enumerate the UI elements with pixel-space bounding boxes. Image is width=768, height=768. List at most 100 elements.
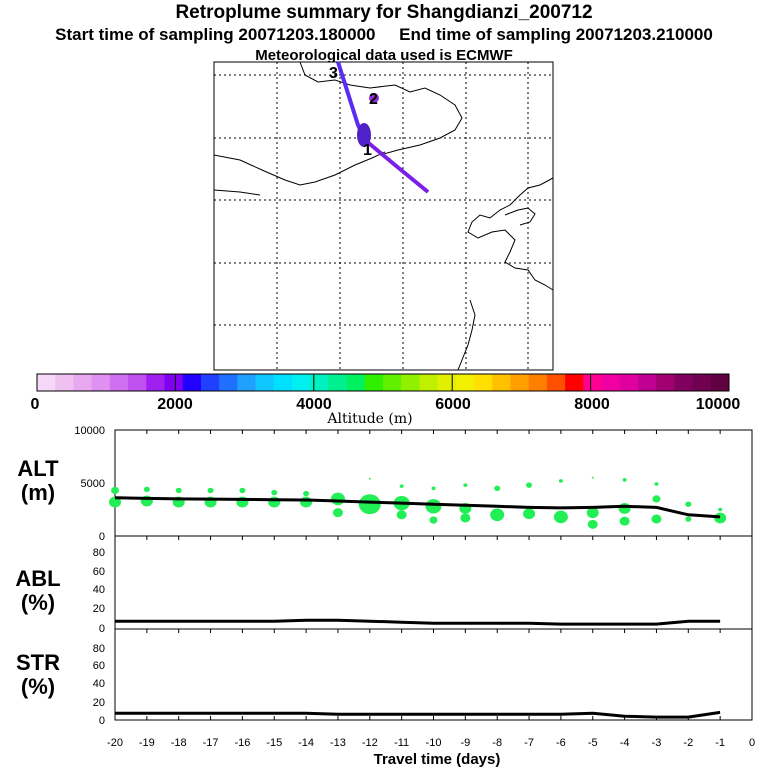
abl-ytick-0: 0	[99, 623, 105, 635]
plume-trajectories	[336, 61, 430, 194]
colorbar-tick-10000: 10000	[696, 396, 741, 413]
series-lines	[114, 496, 721, 719]
str-yticks: 80 60 40 20 0	[93, 643, 105, 727]
x-minor-ticks	[114, 430, 753, 720]
colorbar-swatch	[219, 374, 238, 391]
colorbar-swatch	[583, 374, 602, 391]
colorbar-swatch	[346, 374, 366, 391]
x-tick-label: -18	[171, 737, 187, 749]
alt-scatter-point	[271, 489, 278, 496]
x-tick-label: -6	[556, 737, 566, 749]
abl-ytick-60: 60	[93, 566, 105, 578]
colorbar-swatch	[55, 374, 74, 391]
alt-scatter-point	[586, 507, 599, 519]
abl-ytick-80: 80	[93, 547, 105, 559]
alt-scatter-point	[239, 487, 246, 494]
x-tick-label: 0	[749, 737, 755, 749]
alt-scatter-point	[652, 495, 661, 503]
colorbar-tick-6000: 6000	[435, 396, 471, 413]
alt-scatter-point	[111, 486, 119, 495]
alt-scatter-point	[718, 507, 723, 512]
alt-scatter-point	[526, 482, 533, 488]
map-panel: 3 2 1	[213, 61, 554, 371]
alt-scatter-point	[368, 477, 371, 480]
colorbar-swatch	[565, 374, 584, 391]
abl-series-line	[115, 618, 721, 626]
colorbar-tick-4000: 4000	[296, 396, 332, 413]
colorbar-label: Altitude (m)	[326, 411, 412, 427]
alt-scatter-point	[558, 479, 563, 483]
colorbar-swatch	[73, 374, 93, 391]
alt-scatter-point	[300, 496, 313, 508]
alt-scatter-point	[460, 513, 471, 523]
abl-yticks: 80 60 40 20 0	[93, 547, 105, 635]
x-tick-label: -2	[683, 737, 693, 749]
alt-scatter-point	[618, 503, 631, 514]
colorbar-swatch	[401, 374, 420, 391]
str-ylabel-line1: STR	[16, 650, 60, 675]
x-tick-label: -12	[362, 737, 378, 749]
colorbar-swatch	[310, 374, 329, 391]
colorbar-swatch	[474, 374, 493, 391]
abl-ytick-20: 20	[93, 603, 105, 615]
colorbar-swatch	[164, 374, 184, 391]
alt-scatter-point	[330, 492, 345, 506]
alt-scatter-points	[109, 476, 727, 529]
plume-markers: 3 2 1	[329, 65, 378, 159]
alt-ylabel-line2: (m)	[21, 480, 55, 505]
alt-scatter-point	[591, 476, 594, 479]
alt-scatter-point	[587, 519, 598, 529]
alt-scatter-point	[619, 516, 630, 526]
colorbar-swatch	[710, 374, 730, 391]
x-axis-label: Travel time (days)	[374, 751, 501, 768]
x-tick-label: -16	[234, 737, 250, 749]
plume-core	[357, 123, 371, 147]
alt-scatter-point	[654, 482, 659, 486]
x-tick-label: -1	[715, 737, 725, 749]
x-tick-label: -15	[266, 737, 282, 749]
alt-ytick-10000: 10000	[74, 425, 105, 437]
alt-scatter-point	[494, 485, 501, 491]
colorbar-swatch	[637, 374, 657, 391]
colorbar-swatch	[128, 374, 147, 391]
colorbar-swatch	[455, 374, 475, 391]
colorbar-swatch	[546, 374, 566, 391]
colorbar-swatch	[656, 374, 675, 391]
x-tick-label: -5	[588, 737, 598, 749]
alt-series-line	[114, 496, 721, 519]
str-series-line	[115, 710, 721, 719]
alt-scatter-point	[175, 487, 182, 494]
panel-ylabels: ALT (m) ABL (%) STR (%)	[15, 456, 60, 699]
alt-scatter-point	[207, 487, 214, 494]
colorbar-swatch	[109, 374, 129, 391]
str-ylabel-line2: (%)	[21, 674, 55, 699]
alt-ylabel-line1: ALT	[17, 456, 59, 481]
colorbar-swatch	[419, 374, 439, 391]
x-tick-label: -19	[139, 737, 155, 749]
colorbar-tick-0: 0	[31, 396, 40, 413]
marker-2: 2	[369, 91, 378, 108]
plume-blob	[369, 93, 379, 103]
map-borders	[213, 61, 554, 371]
str-ytick-60: 60	[93, 660, 105, 672]
x-tick-label: -11	[394, 737, 409, 749]
colorbar-swatch	[510, 374, 530, 391]
str-ytick-0: 0	[99, 715, 105, 727]
colorbar-swatch	[492, 374, 511, 391]
str-ytick-80: 80	[93, 643, 105, 655]
alt-scatter-point	[431, 486, 436, 491]
x-tick-label: -9	[460, 737, 470, 749]
colorbar-swatch	[674, 374, 693, 391]
colorbar-swatch	[237, 374, 256, 391]
x-tick-label: -7	[524, 737, 534, 749]
x-tick-label: -13	[330, 737, 346, 749]
alt-scatter-point	[685, 501, 692, 507]
x-tick-label: -14	[298, 737, 314, 749]
alt-scatter-point	[425, 499, 442, 514]
colorbar-swatch	[273, 374, 293, 391]
alt-scatter-point	[303, 490, 310, 497]
colorbar-tick-8000: 8000	[574, 396, 610, 413]
colorbar-swatch	[255, 374, 275, 391]
x-tick-label: -4	[620, 737, 630, 749]
colorbar-swatch	[528, 374, 548, 391]
